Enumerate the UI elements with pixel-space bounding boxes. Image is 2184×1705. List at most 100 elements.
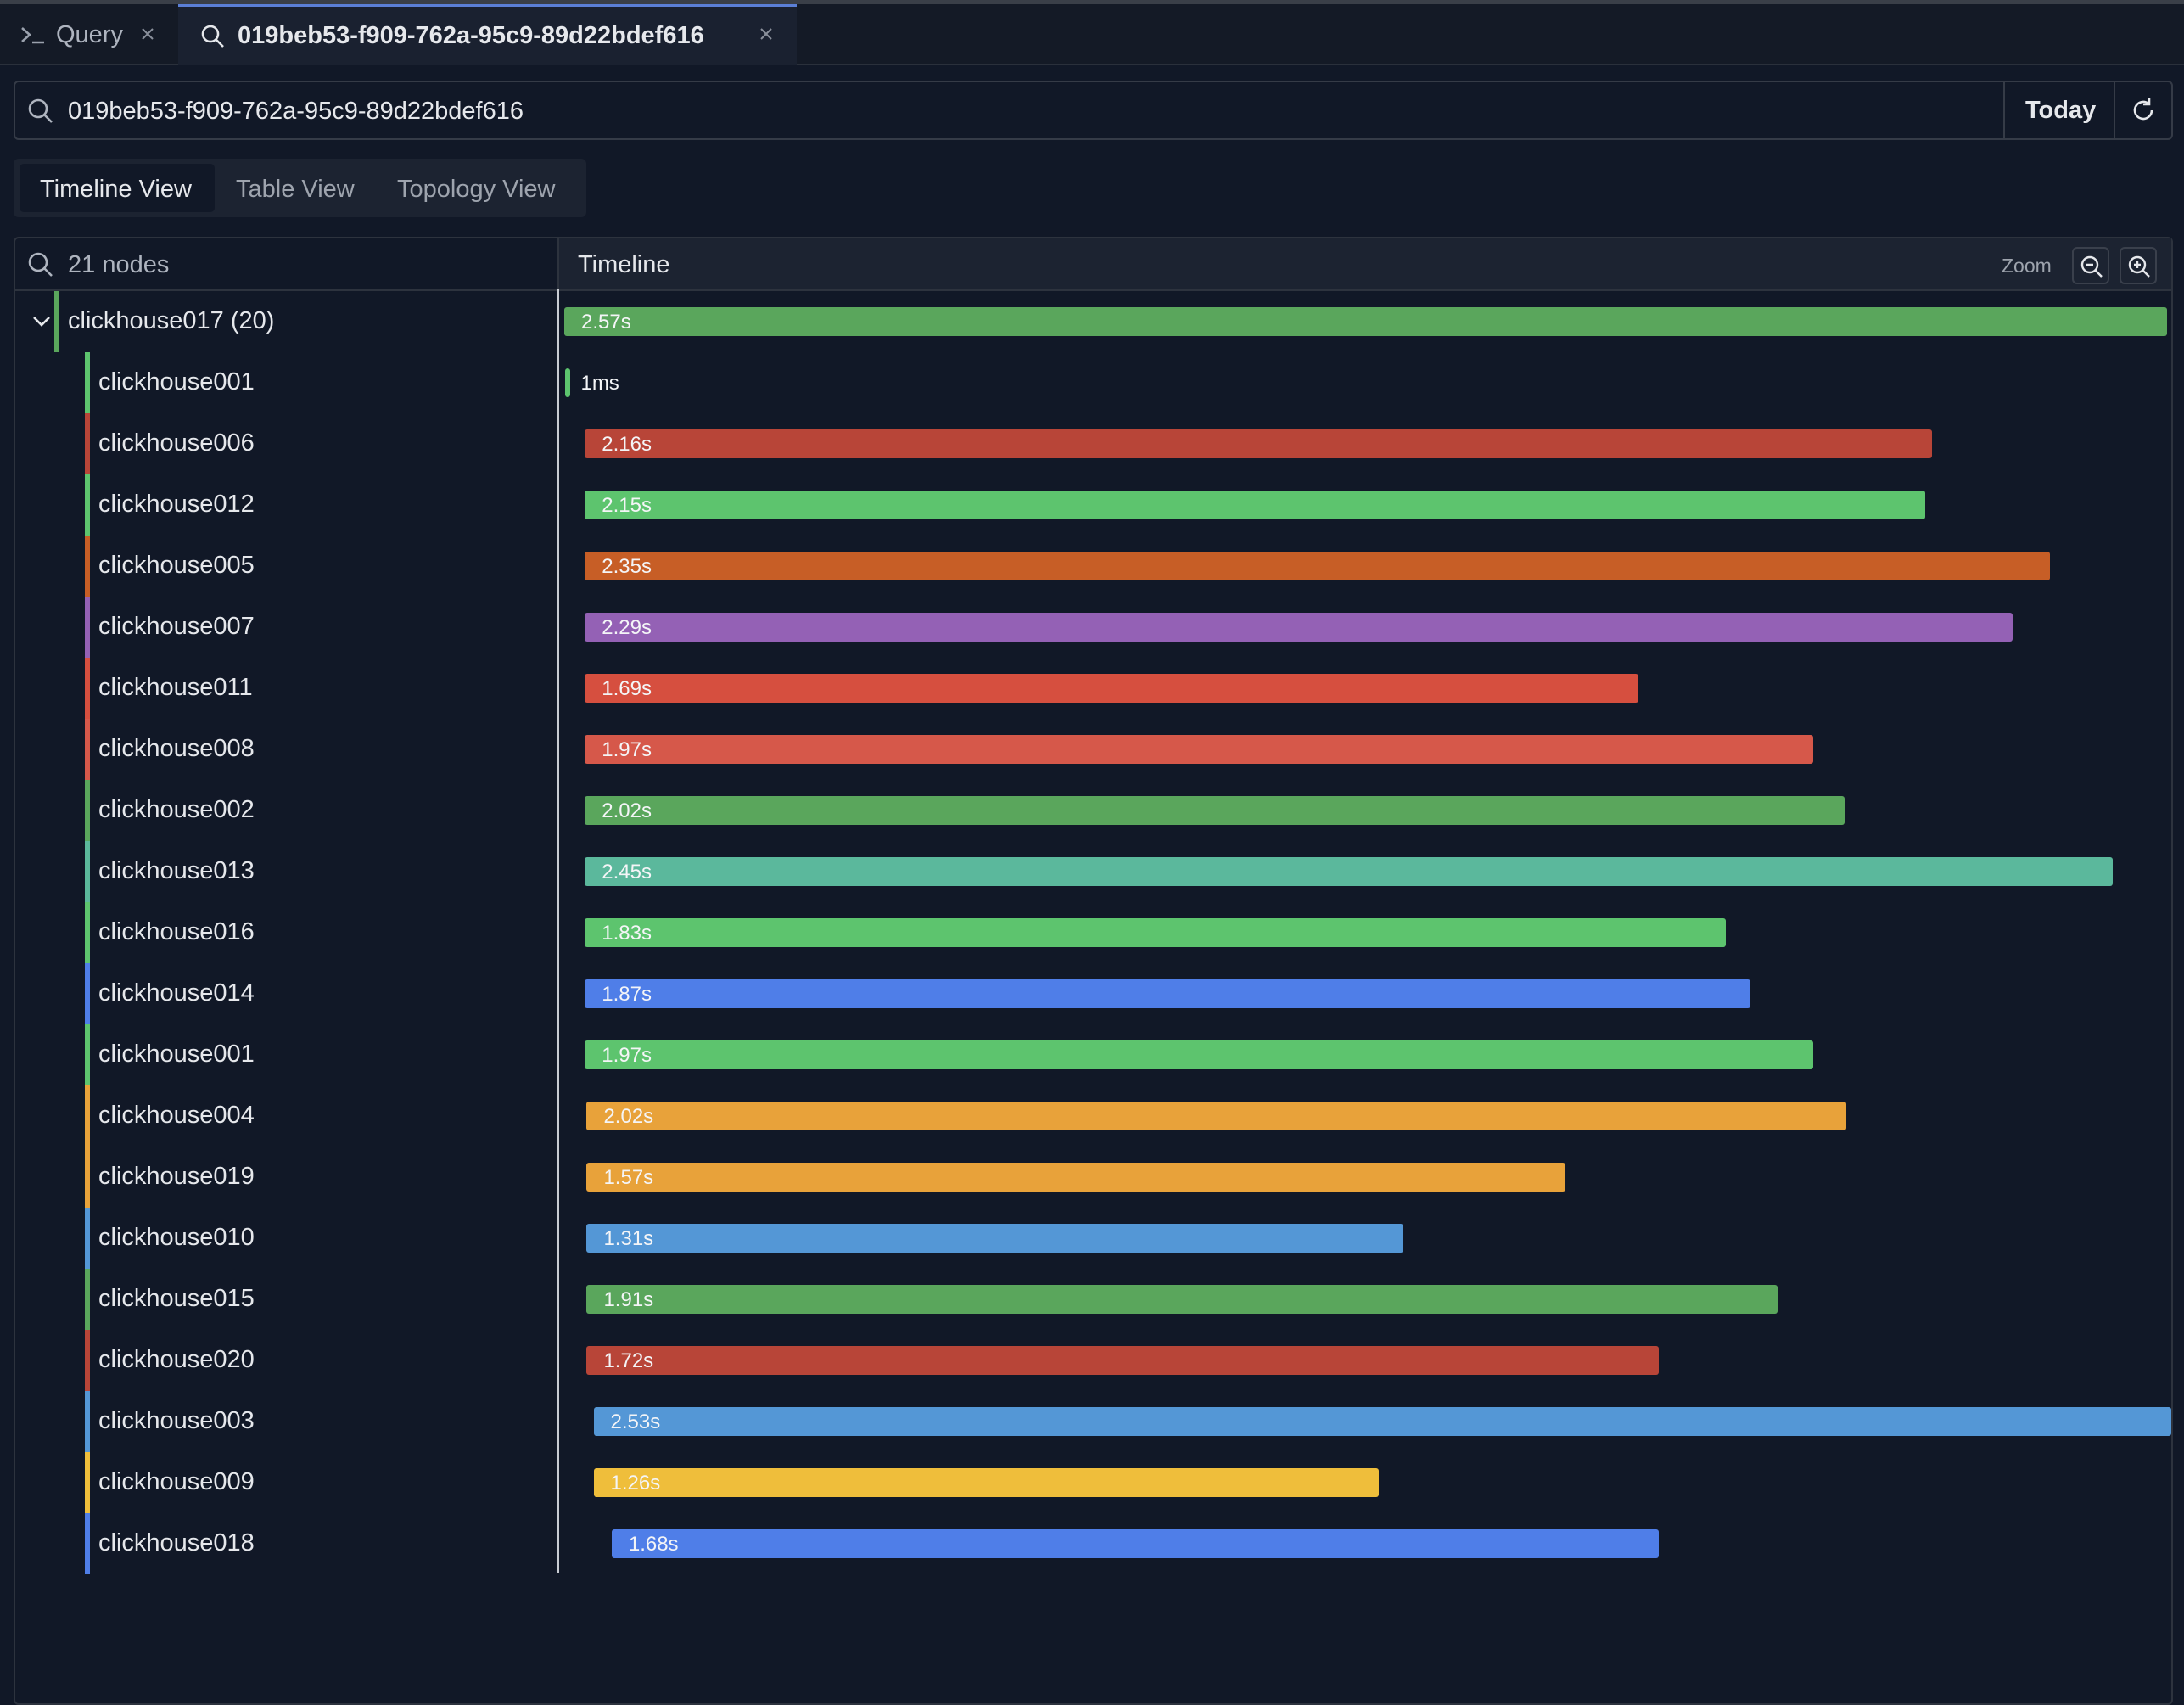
view-tab-label[interactable]: Table View — [236, 176, 355, 203]
tab-label: Query — [56, 21, 123, 48]
duration-bar[interactable] — [585, 674, 1639, 703]
node-stripe — [85, 1208, 90, 1269]
duration-bar[interactable] — [593, 1407, 2171, 1436]
node-filter-text: 21 nodes — [68, 251, 170, 278]
duration-label: 2.53s — [610, 1411, 661, 1433]
tab-active[interactable]: 019beb53-f909-762a-95c9-89d22bdef616 — [178, 4, 797, 65]
duration-label: 2.29s — [602, 616, 652, 639]
duration-label: 1.97s — [602, 1044, 652, 1067]
node-name[interactable]: clickhouse011 — [98, 674, 253, 701]
duration-bar[interactable] — [585, 613, 2013, 642]
node-stripe — [85, 780, 90, 841]
node-stripe — [85, 1147, 90, 1208]
node-stripe — [85, 1513, 90, 1574]
duration-label: 1.68s — [628, 1533, 679, 1556]
node-name[interactable]: clickhouse008 — [98, 735, 255, 762]
duration-bar[interactable] — [585, 979, 1751, 1008]
node-name[interactable]: clickhouse006 — [98, 429, 255, 457]
node-name[interactable]: clickhouse020 — [98, 1346, 255, 1373]
view-tab-label[interactable]: Topology View — [397, 176, 556, 203]
node-stripe — [85, 658, 90, 719]
zoom-out[interactable] — [2072, 247, 2109, 284]
duration-label: 2.02s — [602, 799, 652, 822]
duration-bar[interactable] — [585, 735, 1813, 764]
duration-label: 1.69s — [602, 677, 652, 700]
duration-label: 1.97s — [602, 738, 652, 761]
node-stripe — [85, 963, 90, 1024]
node-stripe — [85, 719, 90, 780]
node-name[interactable]: clickhouse012 — [98, 491, 255, 518]
node-stripe — [85, 1391, 90, 1452]
duration-bar[interactable] — [586, 1163, 1566, 1192]
expand-chevron[interactable] — [32, 316, 51, 328]
node-name[interactable]: clickhouse005 — [98, 552, 255, 579]
duration-bar[interactable] — [586, 1224, 1404, 1253]
node-stripe — [85, 1085, 90, 1147]
node-name[interactable]: clickhouse004 — [98, 1102, 255, 1129]
duration-label: 1.91s — [603, 1288, 654, 1311]
duration-bar[interactable] — [593, 1468, 1380, 1497]
tab[interactable]: Query — [0, 4, 178, 65]
node-name[interactable]: clickhouse010 — [98, 1224, 255, 1251]
search-input[interactable]: 019beb53-f909-762a-95c9-89d22bdef616 — [68, 98, 524, 125]
duration-bar[interactable] — [564, 307, 2167, 336]
node-name[interactable]: clickhouse014 — [98, 979, 255, 1007]
zoom-in[interactable] — [2120, 247, 2157, 284]
zoom-out-icon — [2080, 255, 2103, 278]
node-name[interactable]: clickhouse001 — [98, 368, 255, 395]
view-tabs: Timeline View Table View Topology View — [14, 159, 586, 217]
view-tab-active[interactable]: Timeline View — [20, 164, 215, 212]
duration-bar[interactable] — [585, 857, 2113, 886]
duration-label: 2.45s — [602, 861, 652, 883]
zoom-in-icon — [2128, 255, 2150, 278]
duration-bar[interactable] — [585, 918, 1727, 947]
node-name[interactable]: clickhouse016 — [98, 918, 255, 945]
node-name[interactable]: clickhouse003 — [98, 1407, 255, 1434]
node-filter[interactable]: 21 nodes — [15, 238, 559, 291]
duration-bar[interactable] — [586, 1346, 1660, 1375]
zoom-label: Zoom — [2002, 255, 2052, 277]
search-icon — [201, 25, 224, 48]
duration-bar[interactable] — [585, 796, 1845, 825]
duration-label: 1.87s — [602, 983, 652, 1006]
terminal-icon — [21, 27, 44, 44]
duration-label: 2.15s — [602, 494, 652, 517]
node-name[interactable]: clickhouse009 — [98, 1468, 255, 1495]
duration-bar[interactable] — [585, 552, 2051, 580]
duration-bar[interactable] — [611, 1529, 1660, 1558]
node-name[interactable]: clickhouse002 — [98, 796, 255, 823]
duration-bar[interactable] — [586, 1102, 1846, 1130]
duration-bar[interactable] — [565, 368, 571, 397]
duration-label: 2.16s — [602, 433, 652, 456]
close-icon[interactable] — [759, 27, 773, 41]
search-bar[interactable]: 019beb53-f909-762a-95c9-89d22bdef616 Tod… — [14, 81, 2173, 140]
node-name[interactable]: clickhouse015 — [98, 1285, 255, 1312]
duration-label: 2.57s — [581, 311, 631, 334]
node-stripe — [85, 1452, 90, 1513]
timeline-panel: 21 nodes Timeline Zoom — [14, 237, 2173, 1705]
duration-bar[interactable] — [586, 1285, 1778, 1314]
node-name[interactable]: clickhouse019 — [98, 1163, 255, 1190]
duration-label: 2.02s — [603, 1105, 654, 1128]
duration-label: 1ms — [580, 372, 619, 395]
duration-bar[interactable] — [585, 1040, 1813, 1069]
node-name[interactable]: clickhouse013 — [98, 857, 255, 884]
duration-bar[interactable] — [585, 429, 1932, 458]
node-stripe — [85, 841, 90, 902]
node-stripe — [85, 474, 90, 536]
top-border — [0, 0, 2184, 4]
node-name[interactable]: clickhouse017 (20) — [68, 307, 275, 334]
date-button[interactable]: Today — [2003, 82, 2114, 138]
duration-label: 1.72s — [603, 1349, 654, 1372]
search-icon — [28, 252, 53, 277]
refresh-button[interactable] — [2114, 82, 2171, 138]
duration-bar[interactable] — [585, 491, 1926, 519]
tab-bar: Query 019beb53-f909-762a-95c9-89d22bdef6… — [0, 4, 2184, 65]
close-icon[interactable] — [141, 27, 154, 41]
timeline-title: Timeline — [578, 251, 670, 278]
node-name[interactable]: clickhouse018 — [98, 1529, 255, 1556]
node-name[interactable]: clickhouse001 — [98, 1040, 255, 1068]
search-icon — [28, 98, 53, 123]
node-name[interactable]: clickhouse007 — [98, 613, 255, 640]
